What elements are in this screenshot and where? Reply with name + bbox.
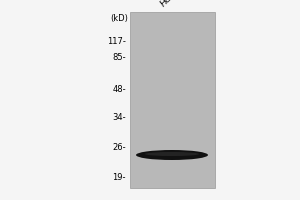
- Text: 48-: 48-: [112, 86, 126, 95]
- Text: 85-: 85-: [112, 52, 126, 62]
- Text: 26-: 26-: [112, 144, 126, 152]
- Ellipse shape: [136, 150, 208, 160]
- Ellipse shape: [145, 152, 199, 156]
- Text: 117-: 117-: [107, 38, 126, 46]
- Text: 34-: 34-: [112, 114, 126, 122]
- Text: (kD): (kD): [110, 14, 128, 23]
- Text: 19-: 19-: [112, 173, 126, 182]
- FancyBboxPatch shape: [130, 12, 215, 188]
- Text: HuvEc: HuvEc: [159, 0, 185, 8]
